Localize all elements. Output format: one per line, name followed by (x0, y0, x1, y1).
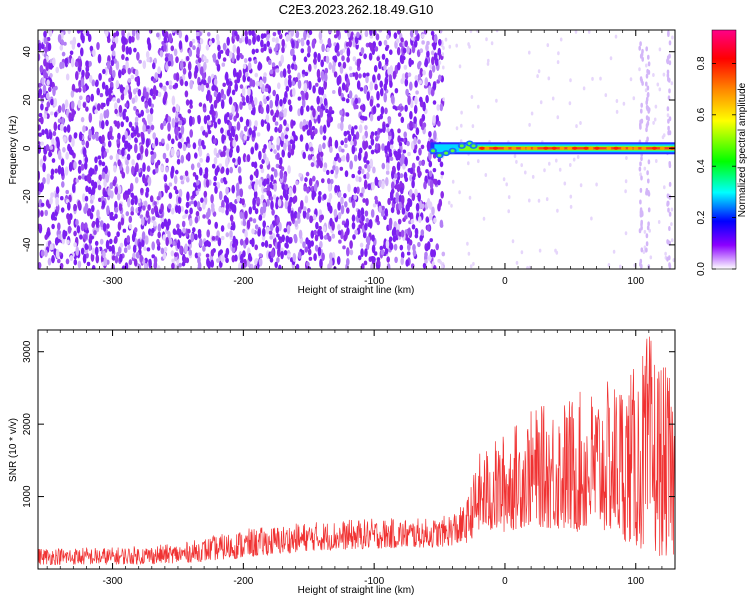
y-tick-label: 3000 (22, 340, 33, 363)
signal-hotspot (606, 146, 612, 150)
colorbar-tick-label: 0.6 (696, 107, 707, 121)
y-axis-label-bottom: SNR (10 * v/v) (8, 418, 19, 482)
y-tick-label: 2000 (22, 413, 33, 436)
signal-hotspot (484, 146, 490, 150)
colorbar-tick-label: 0.2 (696, 210, 707, 224)
x-tick-label: -200 (233, 576, 253, 587)
signal-hotspot (633, 146, 639, 150)
signal-hotspot (567, 146, 573, 150)
x-tick-label: -200 (233, 276, 253, 287)
y-tick-label: -40 (22, 237, 33, 252)
x-tick-label: -300 (103, 576, 123, 587)
y-tick-label: -20 (22, 189, 33, 204)
x-axis-label-top: Height of straight line (km) (298, 285, 415, 296)
signal-hotspot (526, 146, 532, 150)
signal-onset (444, 151, 449, 155)
y-axis-label-top: Frequency (Hz) (8, 116, 19, 185)
signal-hotspot (620, 146, 626, 150)
signal-hotspot (572, 146, 578, 150)
signal-hotspot (588, 146, 594, 150)
signal-onset (471, 144, 476, 148)
x-tick-label: 100 (627, 576, 644, 587)
plot-frame-top (37, 29, 676, 270)
colorbar-gradient (711, 29, 737, 270)
signal-onset (459, 144, 464, 148)
x-axis-label-bottom: Height of straight line (km) (298, 585, 415, 596)
axis-ticks-bottom: -300 -200 -100 0 100 1000 2000 3000 (22, 330, 676, 587)
y-tick-label: 1000 (22, 485, 33, 508)
plot-frame-bottom (37, 329, 676, 570)
signal-hotspot (594, 146, 600, 150)
y-tick-label: 40 (22, 46, 33, 58)
signal-hotspot (641, 146, 647, 150)
signal-hotspot (627, 146, 633, 150)
signal-hotspot (503, 146, 509, 150)
chart-title: C2E3.2023.262.18.49.G10 (279, 2, 434, 17)
colorbar-tick-label: 0.0 (696, 262, 707, 276)
x-tick-label: -300 (103, 276, 123, 287)
signal-hotspot (479, 146, 485, 150)
colorbar-label: Normalized spectral amplitude (737, 82, 748, 217)
colorbar-ticks: 0.0 0.2 0.4 0.6 0.8 (696, 56, 736, 276)
signal-hotspot (559, 146, 565, 150)
signal-hotspot (613, 146, 619, 150)
signal-hotspot (583, 146, 589, 150)
x-tick-label: -100 (364, 276, 384, 287)
signal-hotspot (543, 146, 549, 150)
x-tick-label: 0 (502, 576, 508, 587)
signal-onset (431, 149, 436, 153)
signal-onset (450, 149, 455, 153)
x-tick-label: -100 (364, 576, 384, 587)
signal-hotspot (651, 146, 657, 150)
signal-hotspot (492, 146, 498, 150)
y-tick-label: 0 (22, 145, 33, 151)
snr-line (38, 336, 675, 566)
snr-panel: -300 -200 -100 0 100 1000 2000 3000 Height of s… (8, 329, 676, 596)
signal-hotspot (551, 146, 557, 150)
signal-hotspot (520, 146, 526, 150)
signal-onset (437, 154, 442, 158)
signal-trace (429, 140, 675, 159)
signal-hotspot (532, 146, 538, 150)
colorbar-tick-label: 0.4 (696, 159, 707, 173)
colorbar-tick-label: 0.8 (696, 56, 707, 70)
signal-hotspot (511, 146, 517, 150)
signal-hotspot (659, 146, 665, 150)
snr-series (38, 336, 675, 566)
x-tick-label: 0 (502, 276, 508, 287)
y-tick-label: 20 (22, 94, 33, 106)
x-tick-label: 100 (627, 276, 644, 287)
colorbar: 0.0 0.2 0.4 0.6 0.8 Normalized spectral ampl… (696, 29, 748, 276)
